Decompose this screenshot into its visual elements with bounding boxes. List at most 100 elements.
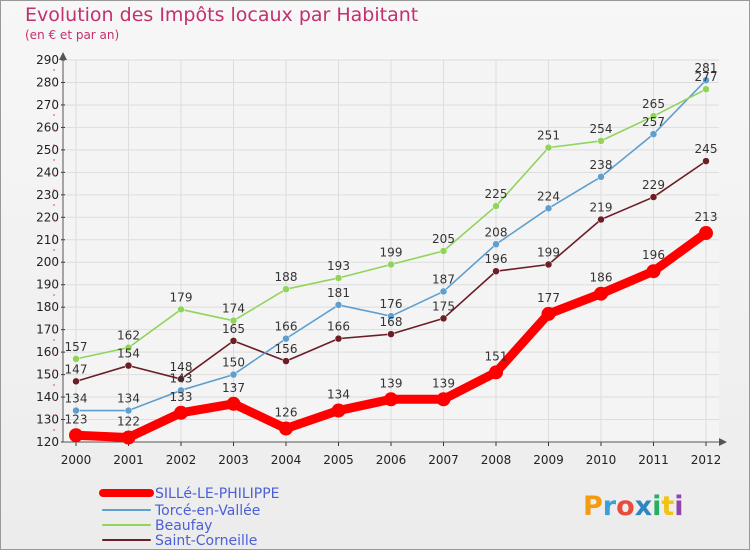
data-label: 165 bbox=[222, 322, 245, 336]
data-label: 139 bbox=[432, 376, 455, 390]
y-tick-label: 240 bbox=[36, 165, 59, 179]
data-label: 208 bbox=[485, 225, 508, 239]
y-tick-label: 140 bbox=[36, 390, 59, 404]
data-label: 199 bbox=[537, 245, 560, 259]
data-label: 175 bbox=[432, 299, 455, 313]
data-point bbox=[544, 260, 553, 269]
x-tick-label: 2010 bbox=[586, 453, 617, 467]
data-labels: 147 154 148 165 156 166 168 175 196 199 219 229 245 1… bbox=[65, 61, 718, 428]
data-label: 134 bbox=[65, 392, 88, 406]
data-point bbox=[439, 287, 448, 296]
data-point bbox=[387, 260, 395, 269]
data-label: 281 bbox=[695, 61, 718, 75]
data-point bbox=[649, 112, 658, 120]
data-label: 150 bbox=[222, 356, 245, 370]
data-label: 166 bbox=[327, 320, 350, 334]
y-tick-label: 250 bbox=[36, 143, 59, 157]
y-tick-label: 170 bbox=[36, 323, 59, 337]
data-point bbox=[439, 314, 448, 323]
legend: SILLé-LE-PHILIPPETorcé-en-ValléeBeaufayS… bbox=[99, 486, 280, 549]
data-label: 166 bbox=[275, 320, 298, 334]
data-point bbox=[597, 173, 605, 181]
y-tick-label: 200 bbox=[36, 255, 59, 269]
legend-label: Torcé-en-Vallée bbox=[154, 503, 260, 519]
data-label: 156 bbox=[275, 342, 298, 356]
data-point bbox=[702, 76, 710, 84]
y-tick-label: 130 bbox=[36, 413, 59, 427]
data-point bbox=[229, 337, 238, 345]
data-point bbox=[544, 143, 553, 152]
legend-label: Beaufay bbox=[155, 518, 212, 534]
chart-subtitle: (en € et par an) bbox=[25, 28, 120, 42]
data-point bbox=[229, 370, 238, 379]
data-label: 199 bbox=[380, 245, 403, 259]
data-point bbox=[597, 215, 605, 224]
series-group bbox=[69, 76, 713, 445]
data-point bbox=[282, 334, 290, 343]
y-tick-label: 280 bbox=[36, 75, 59, 89]
x-tick-label: 2007 bbox=[428, 453, 459, 467]
data-label: 168 bbox=[380, 315, 403, 329]
y-tick-label: 290 bbox=[36, 53, 59, 67]
data-point bbox=[646, 264, 661, 279]
data-point bbox=[121, 430, 136, 445]
data-point bbox=[124, 361, 133, 370]
data-point bbox=[124, 343, 133, 352]
data-label: 174 bbox=[222, 302, 245, 316]
data-label: 162 bbox=[117, 329, 140, 343]
x-tick-label: 2012 bbox=[691, 453, 722, 467]
chart-title: Evolution des Impôts locaux par Habitant bbox=[25, 4, 419, 26]
x-tick-label: 2005 bbox=[323, 453, 354, 467]
legend-label: Saint-Corneille bbox=[155, 533, 257, 549]
data-label: 245 bbox=[695, 142, 718, 156]
data-label: 229 bbox=[642, 178, 665, 192]
data-point bbox=[544, 204, 553, 213]
x-tick-label: 2009 bbox=[533, 453, 564, 467]
data-point bbox=[387, 330, 395, 338]
y-tick-label: 210 bbox=[36, 233, 59, 247]
data-point bbox=[702, 157, 710, 165]
data-point bbox=[72, 406, 80, 415]
data-point bbox=[649, 193, 658, 201]
data-point bbox=[124, 406, 133, 415]
y-axis-arrow bbox=[59, 52, 67, 60]
data-label: 122 bbox=[117, 415, 140, 429]
y-tick-label: 190 bbox=[36, 278, 59, 292]
data-label: 186 bbox=[590, 271, 613, 285]
data-point bbox=[649, 130, 658, 138]
x-tick-label: 2001 bbox=[113, 453, 144, 467]
x-tick-label: 2000 bbox=[61, 453, 92, 467]
data-point bbox=[177, 375, 185, 383]
y-tick-label: 230 bbox=[36, 188, 59, 202]
data-label: 187 bbox=[432, 272, 455, 286]
x-tick-label: 2003 bbox=[218, 453, 249, 467]
data-point bbox=[334, 301, 343, 309]
data-point bbox=[597, 137, 605, 145]
proxiti-logo: Proxiti bbox=[583, 491, 684, 522]
data-point bbox=[72, 377, 80, 386]
x-tick-label: 2008 bbox=[481, 453, 512, 467]
data-label: 176 bbox=[380, 297, 403, 311]
logo-text: Proxiti bbox=[583, 491, 684, 522]
data-point bbox=[439, 247, 448, 255]
data-point bbox=[72, 355, 80, 363]
data-label: 224 bbox=[537, 189, 560, 203]
data-point bbox=[594, 286, 608, 301]
data-point bbox=[226, 396, 241, 411]
data-point bbox=[492, 240, 500, 249]
data-label: 265 bbox=[642, 97, 665, 111]
data-label: 196 bbox=[642, 248, 665, 262]
data-label: 139 bbox=[380, 376, 403, 390]
data-label: 257 bbox=[642, 115, 665, 129]
data-label: 179 bbox=[170, 290, 193, 304]
y-tick-label: 160 bbox=[36, 345, 59, 359]
data-point bbox=[699, 226, 713, 241]
data-point bbox=[436, 392, 451, 407]
data-label: 147 bbox=[65, 362, 88, 376]
axes: 120 130 140 150 160 170 180 190 200 210 220 230 240 2… bbox=[36, 52, 727, 467]
data-label: 219 bbox=[590, 201, 613, 215]
data-label: 134 bbox=[117, 392, 140, 406]
data-label: 205 bbox=[432, 232, 455, 246]
data-point bbox=[702, 85, 710, 93]
